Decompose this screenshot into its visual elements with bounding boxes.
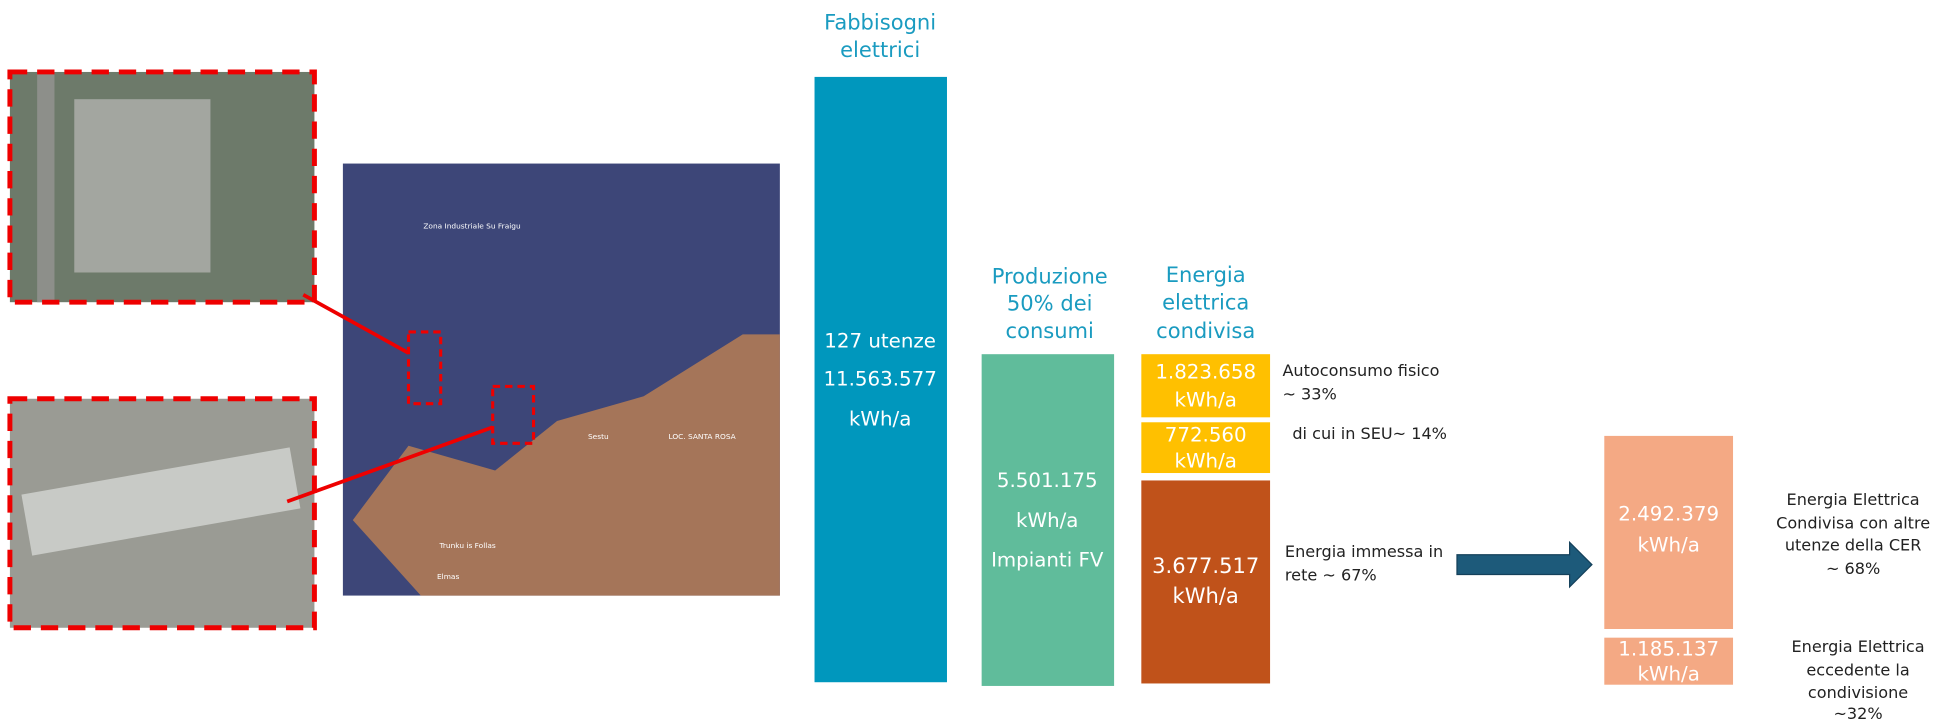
column-title: elettrici: [840, 37, 920, 62]
photo-detail: [74, 99, 210, 272]
block-text: 11.563.577: [823, 368, 936, 391]
block-text: 3.677.517: [1152, 553, 1259, 578]
note: Condivisa con altre: [1776, 513, 1930, 532]
note: Energia immessa in: [1285, 542, 1443, 561]
note: condivisione: [1808, 683, 1908, 702]
note: eccedente la: [1806, 661, 1909, 680]
column-title: elettrica: [1162, 289, 1249, 314]
column-title: condivisa: [1156, 318, 1255, 343]
note: Energia Elettrica: [1792, 637, 1925, 656]
block-text: kWh/a: [849, 407, 911, 430]
note: utenze della CER: [1785, 536, 1922, 555]
column-title: consumi: [1006, 318, 1094, 343]
column-title: Produzione: [992, 263, 1108, 288]
photo-detail: [37, 72, 54, 302]
map-label: Sestu: [588, 432, 609, 441]
shared-block: [1604, 436, 1733, 629]
note: Autoconsumo fisico: [1282, 361, 1439, 380]
block-text: 127 utenze: [824, 329, 936, 352]
note: ~ 33%: [1282, 385, 1336, 404]
block-text: kWh/a: [1016, 509, 1078, 532]
block-text: 5.501.175: [997, 469, 1098, 492]
arrow: [1457, 542, 1592, 587]
page: Zona Industriale Su Fraigu Sestu LOC. SA…: [0, 0, 1941, 722]
map-label: Elmas: [437, 572, 459, 581]
map-label: Trunku is Follas: [438, 541, 495, 550]
slide: Zona Industriale Su Fraigu Sestu LOC. SA…: [0, 0, 1941, 722]
note: ~ 68%: [1826, 559, 1880, 578]
block-text: kWh/a: [1175, 449, 1237, 472]
block-text: kWh/a: [1173, 583, 1239, 608]
block-text: 1.185.137: [1618, 638, 1719, 661]
block-text: 2.492.379: [1618, 503, 1719, 526]
map-label: Zona Industriale Su Fraigu: [423, 222, 521, 231]
note: rete ~ 67%: [1285, 565, 1377, 584]
note: ~32%: [1833, 704, 1882, 722]
note: Energia Elettrica: [1787, 490, 1920, 509]
block-text: kWh/a: [1175, 389, 1237, 412]
column-title: Fabbisogni: [824, 10, 936, 35]
block-text: kWh/a: [1637, 662, 1699, 685]
block-text: kWh/a: [1637, 534, 1699, 557]
block-text: Impianti FV: [991, 548, 1104, 571]
column-title: 50% dei: [1007, 291, 1093, 316]
block-text: 772.560: [1165, 423, 1247, 446]
block-text: 1.823.658: [1155, 360, 1256, 383]
note: di cui in SEU~ 14%: [1292, 424, 1447, 443]
map-label: LOC. SANTA ROSA: [668, 432, 735, 441]
column-title: Energia: [1166, 262, 1246, 287]
